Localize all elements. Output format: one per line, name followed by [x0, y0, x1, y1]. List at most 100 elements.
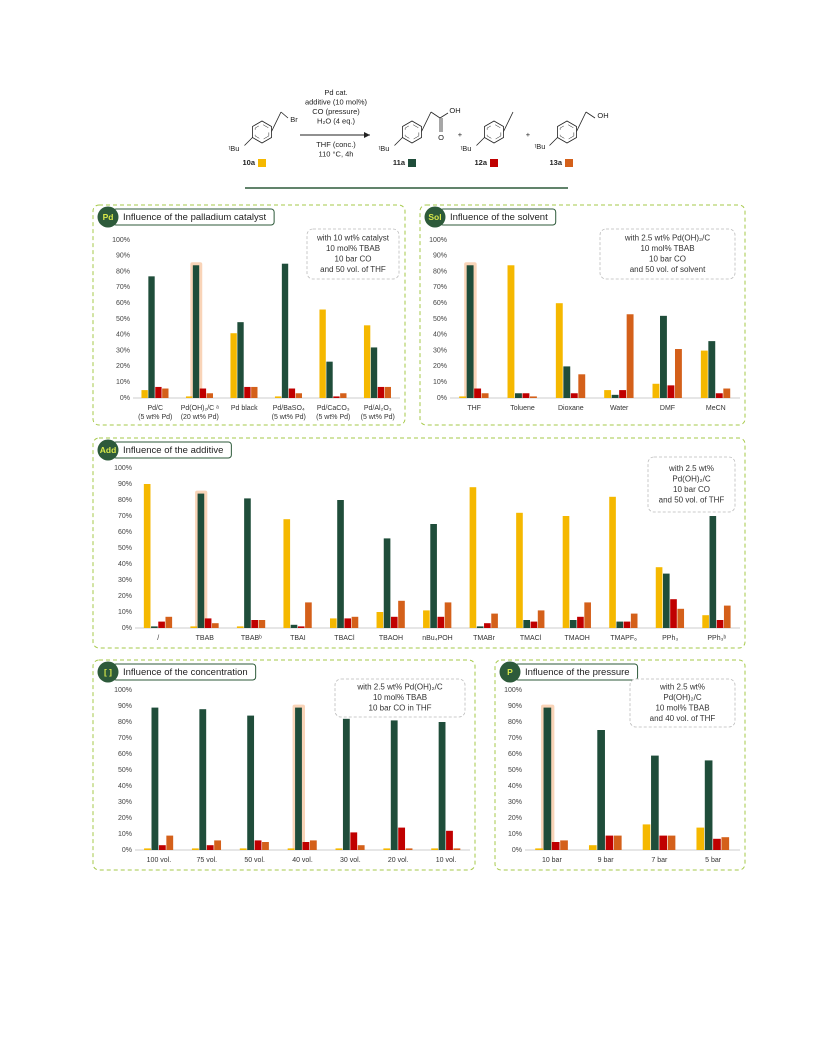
x-tick-label: PPh₃	[662, 635, 678, 642]
bar	[469, 487, 477, 628]
badge	[97, 439, 119, 461]
y-tick-label: 50%	[118, 545, 132, 552]
bar	[642, 824, 651, 850]
x-tick-label: TMACl	[520, 635, 542, 642]
bar	[437, 616, 445, 628]
x-tick-label: TMAOH	[564, 635, 589, 642]
benzene-inner	[254, 123, 270, 141]
bar	[239, 848, 247, 850]
bar	[659, 835, 668, 850]
compound-label: 11a	[393, 158, 406, 167]
note-line: Pd(OH)₂/C	[663, 693, 701, 702]
bar	[466, 265, 474, 398]
y-tick-label: 50%	[116, 316, 130, 323]
compound-label: 10a	[242, 158, 255, 167]
x-tick-label: 7 bar	[651, 857, 668, 864]
y-tick-label: 100%	[114, 465, 132, 472]
y-tick-label: 70%	[116, 284, 130, 291]
compound-label: 12a	[474, 158, 487, 167]
bar	[158, 845, 166, 850]
panel-title: Influence of the pressure	[525, 667, 630, 678]
benzene-ring	[484, 120, 504, 144]
bar	[721, 837, 730, 850]
atom-label: ᵗBu	[229, 144, 240, 153]
bar	[151, 707, 159, 850]
bar	[197, 493, 205, 628]
legend-swatch	[258, 159, 266, 167]
y-tick-label: 20%	[433, 363, 447, 370]
panel-title: Influence of the additive	[123, 445, 223, 456]
x-tick-label: Pd/C	[147, 405, 163, 412]
bar	[476, 626, 484, 628]
badge	[499, 661, 521, 683]
bar	[430, 524, 437, 628]
note-line: with 2.5 wt% Pd(OH)₂/C	[356, 683, 443, 692]
bar	[660, 315, 667, 398]
badge-text: Add	[100, 445, 117, 455]
bar	[254, 840, 262, 850]
bar	[390, 720, 398, 850]
bar	[604, 390, 612, 398]
bar	[166, 835, 174, 850]
bar	[543, 707, 552, 850]
bar	[251, 386, 258, 398]
bar	[295, 707, 302, 850]
note-box	[306, 228, 400, 280]
y-tick-label: 80%	[433, 268, 447, 275]
badge-text: Sol	[428, 212, 441, 222]
bar	[383, 848, 391, 850]
bond	[244, 137, 253, 146]
bar	[283, 519, 291, 628]
y-tick-label: 0%	[437, 395, 447, 402]
bar	[570, 393, 578, 398]
y-tick-label: 90%	[116, 253, 130, 260]
y-tick-label: 100%	[114, 687, 132, 694]
note-line: and 50 vol. of THF	[320, 265, 386, 274]
bar	[491, 613, 498, 628]
note-line: 10 mol% TBAB	[373, 693, 427, 702]
legend-swatch	[490, 159, 498, 167]
bar	[350, 832, 358, 850]
bar	[431, 848, 439, 850]
note-line: 10 bar CO	[649, 254, 686, 263]
note-line: with 10 wt% catalyst	[316, 233, 390, 242]
bar	[616, 621, 624, 628]
bar	[357, 845, 365, 850]
y-tick-label: 70%	[433, 284, 447, 291]
plus-sign: +	[526, 130, 531, 139]
bar	[262, 842, 269, 850]
bar	[340, 393, 347, 398]
bar	[474, 388, 482, 398]
bar	[141, 390, 148, 398]
bar	[185, 396, 193, 398]
y-tick-label: 30%	[433, 347, 447, 354]
bar	[715, 393, 723, 398]
note-line: 10 mol% TBAB	[326, 244, 380, 253]
condition: 110 °C, 4h	[319, 149, 354, 158]
x-tick-label: TBAI	[290, 635, 306, 642]
bar	[723, 388, 731, 398]
bar	[204, 618, 212, 628]
panel-title: Influence of the concentration	[123, 667, 248, 678]
legend-swatch	[408, 159, 416, 167]
x-tick-label: TBACl	[334, 635, 355, 642]
atom-label: ᵗBu	[461, 144, 472, 153]
y-tick-label: 10%	[118, 831, 132, 838]
bar	[613, 835, 622, 850]
x-tick-label: (5 wt% Pd)	[316, 414, 350, 421]
y-tick-label: 10%	[433, 379, 447, 386]
bond	[549, 137, 558, 146]
bond	[394, 137, 403, 146]
bar	[438, 722, 446, 850]
bond	[421, 111, 432, 132]
bar	[623, 621, 631, 628]
bar	[405, 848, 413, 850]
y-tick-label: 10%	[116, 379, 130, 386]
y-tick-label: 40%	[118, 561, 132, 568]
y-tick-label: 90%	[433, 253, 447, 260]
y-tick-label: 0%	[122, 625, 132, 632]
x-tick-label: 10 vol.	[436, 857, 457, 864]
bar	[700, 350, 708, 398]
bar	[611, 394, 619, 398]
